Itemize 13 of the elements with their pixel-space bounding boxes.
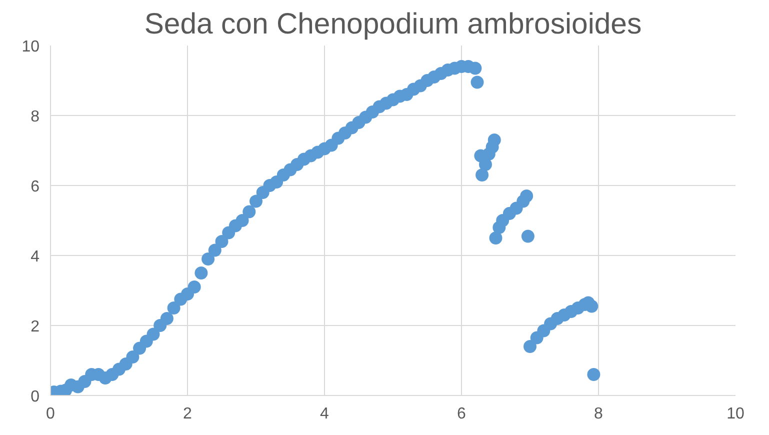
y-tick-label: 10 — [22, 38, 40, 56]
y-tick-label: 0 — [30, 388, 40, 406]
y-tick-label: 4 — [30, 248, 40, 266]
x-tick-label: 8 — [594, 406, 604, 422]
x-tick-label: 6 — [457, 406, 466, 422]
x-tick-label: 10 — [726, 406, 744, 422]
y-tick-label: 2 — [30, 318, 40, 336]
chart-title: Seda con Chenopodium ambrosioides — [144, 8, 642, 40]
x-tick-label: 4 — [320, 406, 330, 422]
x-tick-label: 2 — [183, 406, 192, 422]
y-tick-label: 6 — [30, 178, 40, 196]
y-tick-label: 8 — [30, 108, 40, 126]
x-tick-label: 0 — [46, 406, 56, 422]
